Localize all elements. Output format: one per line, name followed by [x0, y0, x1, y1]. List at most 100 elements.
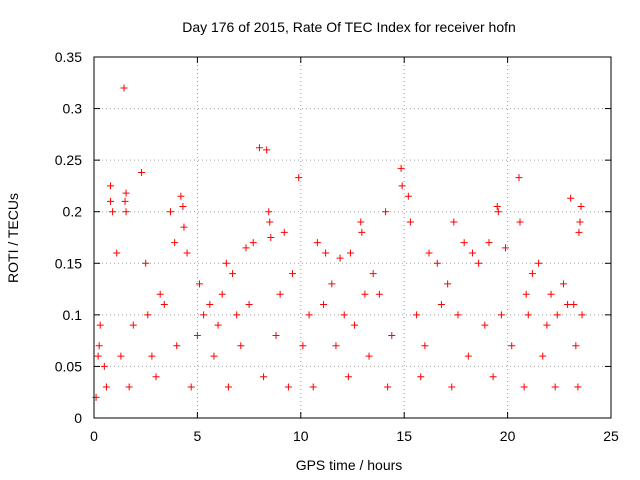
data-point	[177, 192, 185, 200]
data-point	[421, 342, 429, 350]
data-point	[361, 290, 369, 298]
data-point	[375, 290, 383, 298]
data-point	[129, 321, 137, 329]
data-point	[551, 383, 559, 391]
data-point	[222, 259, 230, 267]
y-tick-label: 0.15	[55, 255, 82, 271]
data-point	[276, 290, 284, 298]
x-tick-label: 5	[194, 428, 202, 444]
data-point	[460, 239, 468, 247]
data-point	[249, 239, 257, 247]
data-point	[242, 244, 250, 252]
y-tick-label: 0	[74, 410, 82, 426]
data-point	[344, 373, 352, 381]
data-point	[180, 223, 188, 231]
data-point	[120, 84, 128, 92]
data-point	[398, 182, 406, 190]
data-point	[167, 208, 175, 216]
data-point	[183, 249, 191, 257]
data-point	[100, 362, 108, 370]
data-point	[382, 208, 390, 216]
data-point	[224, 383, 232, 391]
data-point	[218, 290, 226, 298]
data-point	[272, 331, 280, 339]
y-tick-label: 0.2	[63, 204, 83, 220]
data-point	[417, 373, 425, 381]
axis-ticks: 0 5 10 15 20 25 0 0.05 0.1 0.15 0.2 0.25 0.3 0.35	[55, 49, 619, 444]
data-point	[245, 301, 253, 309]
data-point	[516, 218, 524, 226]
chart-title: Day 176 of 2015, Rate Of TEC Index for r…	[182, 19, 516, 35]
data-point	[320, 301, 328, 309]
data-point	[179, 203, 187, 211]
data-point	[489, 373, 497, 381]
y-axis-title: ROTI / TECUs	[5, 193, 21, 283]
data-point	[200, 311, 208, 319]
data-point	[117, 352, 125, 360]
data-point	[107, 197, 115, 205]
data-point	[475, 259, 483, 267]
data-point	[255, 144, 263, 152]
data-point	[328, 280, 336, 288]
data-point	[160, 301, 168, 309]
data-point	[577, 203, 585, 211]
data-point	[267, 234, 275, 241]
data-point	[265, 208, 273, 216]
data-point	[107, 182, 115, 190]
data-point	[195, 280, 203, 288]
data-point	[210, 352, 218, 360]
data-point	[148, 352, 156, 360]
data-point	[369, 270, 377, 278]
data-point	[122, 208, 130, 216]
x-tick-label: 20	[500, 428, 516, 444]
data-point	[522, 290, 530, 298]
data-point	[280, 228, 288, 236]
data-point	[406, 218, 414, 226]
data-point	[346, 249, 354, 257]
data-point	[384, 383, 392, 391]
data-point	[567, 194, 575, 202]
data-point	[559, 280, 567, 288]
data-point	[142, 259, 150, 267]
data-point	[266, 218, 274, 226]
x-tick-label: 10	[293, 428, 309, 444]
data-point	[305, 311, 313, 319]
data-point	[322, 249, 330, 257]
data-point	[575, 228, 583, 236]
data-point	[576, 218, 584, 226]
data-point	[237, 342, 245, 350]
data-point	[173, 342, 181, 350]
data-points	[92, 84, 586, 401]
data-point	[233, 311, 241, 319]
data-point	[358, 228, 366, 236]
data-point	[547, 290, 555, 298]
data-point	[578, 311, 586, 319]
data-point	[572, 342, 580, 350]
data-point	[260, 373, 268, 381]
data-point	[94, 352, 102, 360]
data-point	[187, 383, 195, 391]
data-point	[543, 321, 551, 329]
data-point	[553, 311, 561, 319]
grid-lines	[94, 57, 611, 418]
data-point	[574, 383, 582, 391]
data-point	[448, 383, 456, 391]
data-point	[113, 249, 121, 257]
data-point	[468, 249, 476, 257]
data-point	[535, 259, 543, 267]
data-point	[502, 244, 510, 252]
data-point	[340, 311, 348, 319]
data-point	[332, 342, 340, 350]
y-tick-label: 0.3	[63, 101, 83, 117]
data-point	[206, 301, 214, 309]
data-point	[171, 239, 179, 247]
data-point	[413, 311, 421, 319]
y-tick-label: 0.25	[55, 152, 82, 168]
data-point	[351, 321, 359, 329]
data-point	[437, 301, 445, 309]
data-point	[454, 311, 462, 319]
data-point	[193, 331, 201, 339]
data-point	[528, 270, 536, 278]
data-point	[515, 174, 523, 182]
data-point	[425, 249, 433, 257]
